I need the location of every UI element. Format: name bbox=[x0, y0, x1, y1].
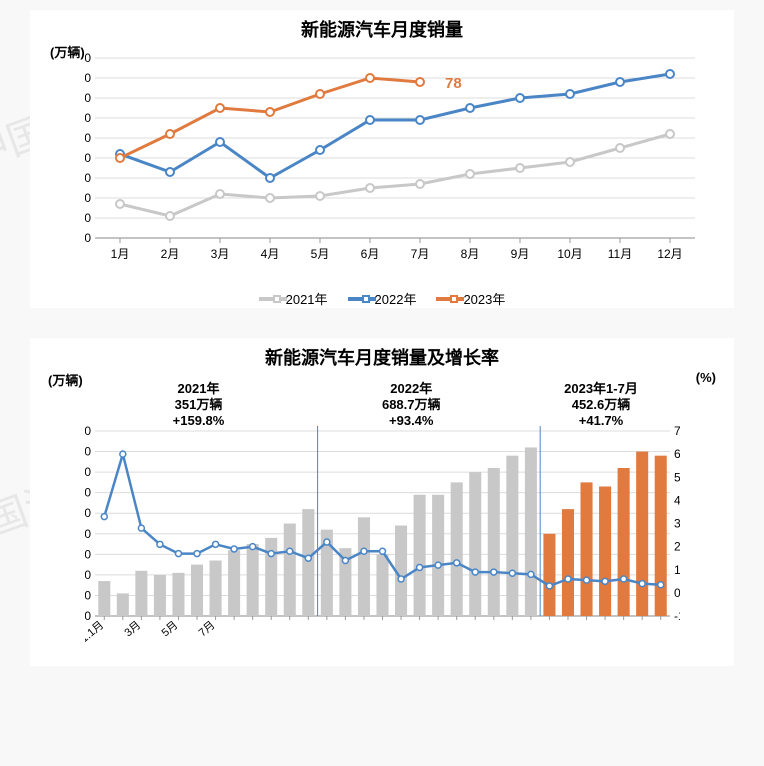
svg-text:70: 70 bbox=[85, 91, 91, 105]
svg-text:10: 10 bbox=[85, 211, 91, 225]
svg-text:3月: 3月 bbox=[122, 619, 143, 639]
chart-monthly-sales: 新能源汽车月度销量 (万辆) 0 10 20 30 40 50 60 70 80 90 1月 2月 3月… bbox=[30, 10, 734, 308]
legend-label: 2023年 bbox=[463, 289, 505, 308]
svg-text:60: 60 bbox=[85, 111, 91, 125]
legend-item: 2022年 bbox=[348, 289, 417, 308]
legend-marker bbox=[273, 295, 281, 303]
svg-text:9月: 9月 bbox=[511, 247, 530, 261]
svg-text:452.6万辆: 452.6万辆 bbox=[572, 397, 631, 412]
chart1-svg: 0 10 20 30 40 50 60 70 80 90 1月 2月 3月 4月 5月 6月 7月 8月 9月 10月… bbox=[85, 53, 705, 278]
svg-text:+93.4%: +93.4% bbox=[389, 413, 434, 428]
svg-text:100: 100 bbox=[674, 563, 680, 577]
svg-text:80: 80 bbox=[85, 445, 91, 459]
svg-text:80: 80 bbox=[85, 71, 91, 85]
svg-text:30: 30 bbox=[85, 171, 91, 185]
legend-item: 2023年 bbox=[436, 289, 505, 308]
legend-marker bbox=[450, 295, 458, 303]
svg-text:8月: 8月 bbox=[461, 247, 480, 261]
svg-text:+41.7%: +41.7% bbox=[579, 413, 624, 428]
svg-text:30: 30 bbox=[85, 547, 91, 561]
svg-text:90: 90 bbox=[85, 53, 91, 65]
svg-text:7月: 7月 bbox=[197, 619, 218, 639]
svg-text:200: 200 bbox=[674, 540, 680, 554]
svg-text:500: 500 bbox=[674, 470, 680, 484]
svg-text:300: 300 bbox=[674, 517, 680, 531]
svg-text:4月: 4月 bbox=[261, 247, 280, 261]
y-axis-unit: (万辆) bbox=[50, 42, 85, 61]
svg-text:40: 40 bbox=[85, 527, 91, 541]
svg-text:700: 700 bbox=[674, 424, 680, 438]
svg-text:11月: 11月 bbox=[608, 247, 632, 261]
svg-text:2023年1-7月: 2023年1-7月 bbox=[564, 381, 638, 396]
svg-text:60: 60 bbox=[85, 486, 91, 500]
svg-text:2021年: 2021年 bbox=[178, 381, 220, 396]
svg-text:2022年: 2022年 bbox=[390, 381, 432, 396]
svg-text:78: 78 bbox=[445, 75, 462, 92]
svg-text:688.7万辆: 688.7万辆 bbox=[382, 397, 441, 412]
chart-title: 新能源汽车月度销量 bbox=[30, 10, 734, 48]
chart-sales-growth: 新能源汽车月度销量及增长率 (万辆) (%) 0 10 20 30 40 50 60 70 80… bbox=[30, 338, 734, 666]
svg-text:+159.8%: +159.8% bbox=[173, 413, 225, 428]
svg-text:0: 0 bbox=[85, 609, 91, 623]
svg-text:5月: 5月 bbox=[160, 619, 181, 639]
svg-text:70: 70 bbox=[85, 465, 91, 479]
svg-text:1月: 1月 bbox=[111, 247, 130, 261]
y2-axis-unit: (%) bbox=[696, 370, 716, 385]
svg-text:40: 40 bbox=[85, 151, 91, 165]
svg-text:3月: 3月 bbox=[211, 247, 230, 261]
legend-label: 2021年 bbox=[286, 289, 328, 308]
chart1-legend: 2021年 2022年 2023年 bbox=[30, 283, 734, 308]
chart2-svg: 0 10 20 30 40 50 60 70 80 90 -100 0 100 200 300 400 500 6… bbox=[85, 381, 680, 666]
chart1-plot-area: 0 10 20 30 40 50 60 70 80 90 1月 2月 3月 4月 5月 6月 7月 8月 9月 10月… bbox=[85, 53, 704, 278]
svg-text:2月: 2月 bbox=[161, 247, 180, 261]
svg-text:10月: 10月 bbox=[557, 247, 582, 261]
chart2-plot-area: 0 10 20 30 40 50 60 70 80 90 -100 0 100 200 300 400 500 6… bbox=[85, 381, 679, 666]
legend-item: 2021年 bbox=[259, 289, 328, 308]
svg-text:0: 0 bbox=[85, 231, 91, 245]
legend-label: 2022年 bbox=[375, 289, 417, 308]
chart-title: 新能源汽车月度销量及增长率 bbox=[30, 338, 734, 376]
svg-text:6月: 6月 bbox=[361, 247, 380, 261]
svg-text:50: 50 bbox=[85, 506, 91, 520]
svg-text:600: 600 bbox=[674, 447, 680, 461]
svg-text:2021.1月: 2021.1月 bbox=[85, 619, 106, 657]
svg-text:50: 50 bbox=[85, 131, 91, 145]
svg-text:-100: -100 bbox=[674, 609, 680, 623]
svg-text:7月: 7月 bbox=[411, 247, 430, 261]
svg-text:351万辆: 351万辆 bbox=[175, 397, 223, 412]
svg-text:90: 90 bbox=[85, 424, 91, 438]
y-axis-unit: (万辆) bbox=[48, 370, 83, 389]
svg-text:20: 20 bbox=[85, 568, 91, 582]
svg-text:10: 10 bbox=[85, 588, 91, 602]
legend-marker bbox=[362, 295, 370, 303]
svg-text:20: 20 bbox=[85, 191, 91, 205]
svg-text:0: 0 bbox=[674, 586, 680, 600]
svg-text:400: 400 bbox=[674, 493, 680, 507]
svg-text:5月: 5月 bbox=[311, 247, 330, 261]
svg-text:12月: 12月 bbox=[657, 247, 682, 261]
